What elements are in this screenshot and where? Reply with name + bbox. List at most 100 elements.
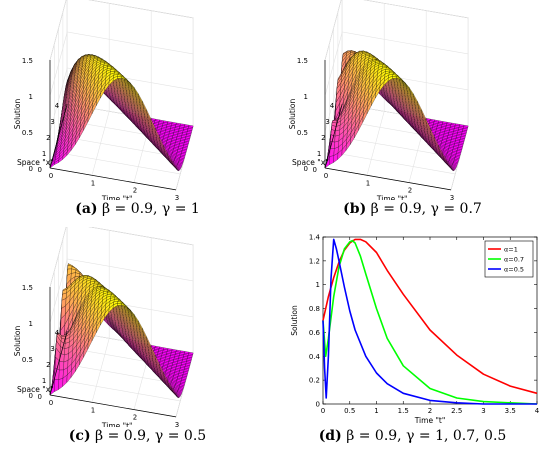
x-tick-label: 2 <box>46 361 50 369</box>
t-tick-label: 2 <box>133 414 137 422</box>
caption-a-text: β = 0.9, γ = 1 <box>101 201 200 217</box>
y-tick-label: 0 <box>316 401 320 409</box>
x-axis <box>49 103 68 169</box>
z-tick-label: 1.5 <box>22 57 33 65</box>
z-gridline <box>49 0 194 61</box>
z-tick-label: 1.5 <box>22 284 33 292</box>
x-tick-label: 4 <box>535 407 540 415</box>
x-tick-label: 0 <box>38 166 42 174</box>
t-tick-label: 1 <box>91 179 95 187</box>
legend-label-2: α=0.7 <box>504 256 524 264</box>
surface-cell <box>329 148 335 157</box>
z-tick-label: 0 <box>304 165 308 173</box>
legend-label-3: α=0.5 <box>504 266 524 274</box>
x-tick-label: 0 <box>313 166 317 174</box>
x-tick-label: 1.5 <box>398 407 409 415</box>
t-tick-label: 2 <box>133 187 137 195</box>
x-axis-title: Space "x" <box>17 385 54 394</box>
caption-d-tag: (d) <box>318 428 342 444</box>
x-tick-label: 3.5 <box>505 407 516 415</box>
t-axis <box>49 167 177 191</box>
x-tick-label: 3 <box>50 118 54 126</box>
caption-b-text: β = 0.9, γ = 0.7 <box>370 201 482 217</box>
x-tick-label: 3 <box>50 345 54 353</box>
t-tick-label: 0 <box>49 172 53 180</box>
surface-cell <box>59 361 65 371</box>
caption-a-tag: (a) <box>75 201 98 217</box>
surface-mesh <box>324 50 469 171</box>
caption-c-tag: (c) <box>68 428 91 444</box>
x-tick-label: 0 <box>38 393 42 401</box>
surface-cell <box>171 387 177 396</box>
z-tick-label: 1 <box>29 320 33 328</box>
t-gridline <box>91 3 110 176</box>
z-tick-label: 0 <box>29 165 33 173</box>
t-gridline <box>366 3 385 176</box>
t-axis-title: Time "t" <box>376 195 408 200</box>
caption-b: (b) β = 0.9, γ = 0.7 <box>275 201 550 217</box>
x-tick-label: 3 <box>325 118 329 126</box>
t-axis-title: Time "t" <box>101 422 133 427</box>
z-tick-label: 0.5 <box>22 129 33 137</box>
x-tick-label: 2 <box>321 134 325 142</box>
x-axis <box>324 103 343 169</box>
x-tick-label: 4 <box>55 102 60 110</box>
x-tick-label: 2 <box>428 407 432 415</box>
z-axis-title: Solution <box>288 98 297 129</box>
y-tick-label: 0.2 <box>309 377 320 385</box>
y-tick-label: 0.8 <box>309 305 320 313</box>
series-line-2 <box>322 239 538 405</box>
x-tick-label: 0.5 <box>344 407 355 415</box>
x-tick-label: 1 <box>42 377 46 385</box>
t-tick-label: 3 <box>175 194 179 200</box>
x-tick-label: 3 <box>481 407 485 415</box>
caption-c: (c) β = 0.9, γ = 0.5 <box>0 428 275 444</box>
t-axis-title: Time "t" <box>101 195 133 200</box>
y-tick-label: 0.4 <box>309 353 321 361</box>
z-gridline <box>49 227 194 288</box>
t-tick-label: 0 <box>49 399 53 407</box>
t-tick-label: 1 <box>91 406 95 414</box>
surface-cell <box>446 160 452 169</box>
t-gridline <box>91 230 110 403</box>
caption-d: (d) β = 0.9, γ = 1, 0.7, 0.5 <box>275 428 550 444</box>
caption-b-tag: (b) <box>343 201 367 217</box>
x-axis <box>49 330 68 396</box>
x-tick-label: 2.5 <box>451 407 462 415</box>
x-tick-label: 4 <box>330 102 335 110</box>
x-tick-label: 2 <box>46 134 50 142</box>
x-axis-title: Space "x" <box>292 158 329 167</box>
t-axis <box>324 167 452 191</box>
z-axis-title: Solution <box>13 325 22 356</box>
z-tick-label: 0.5 <box>297 129 308 137</box>
x-tick-label: 1 <box>42 150 46 158</box>
surface-cell <box>171 160 177 169</box>
series-line-1 <box>322 238 538 395</box>
t-tick-label: 3 <box>175 421 179 427</box>
t-tick-label: 2 <box>408 187 412 195</box>
y-tick-label: 0.6 <box>309 329 321 337</box>
t-axis <box>49 394 177 418</box>
z-tick-label: 0 <box>29 392 33 400</box>
x-tick-label: 0 <box>321 407 325 415</box>
x-tick-label: 1 <box>374 407 378 415</box>
z-tick-label: 0.5 <box>22 356 33 364</box>
y-tick-label: 1.4 <box>309 234 321 242</box>
caption-d-text: β = 0.9, γ = 1, 0.7, 0.5 <box>346 428 507 444</box>
x-tick-label: 4 <box>55 329 60 337</box>
x-tick-label: 1 <box>317 150 321 158</box>
series-line-3 <box>322 238 537 405</box>
y-axis-title: Solution <box>290 305 299 336</box>
y-tick-label: 1 <box>316 281 320 289</box>
z-gridline <box>324 0 469 61</box>
z-tick-label: 1 <box>29 93 33 101</box>
line-chart-d: 0 0.5 1 1.5 2 2.5 3 3.5 4 0 0.2 0.4 0.6 0.8 1 1.2 1.4 Tim… <box>290 234 540 426</box>
legend-label-1: α=1 <box>504 246 518 254</box>
z-tick-label: 1.5 <box>297 57 308 65</box>
caption-c-text: β = 0.9, γ = 0.5 <box>95 428 207 444</box>
x-axis-title: Space "x" <box>17 158 54 167</box>
t-tick-label: 3 <box>450 194 454 200</box>
